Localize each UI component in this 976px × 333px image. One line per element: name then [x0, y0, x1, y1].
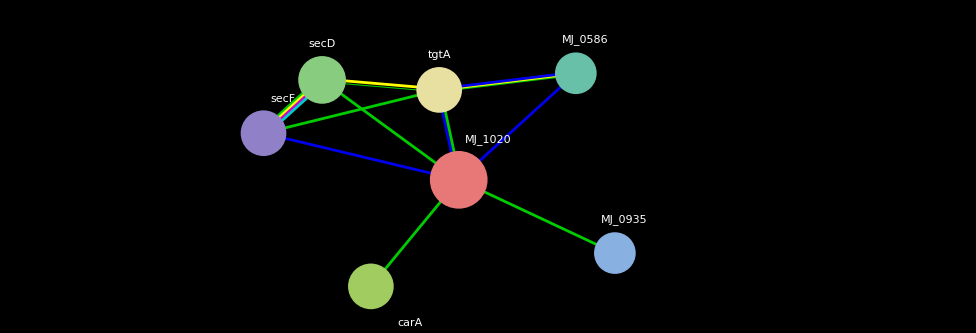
- Ellipse shape: [241, 111, 286, 155]
- Text: MJ_0935: MJ_0935: [601, 214, 648, 225]
- Ellipse shape: [595, 233, 634, 273]
- Ellipse shape: [348, 264, 393, 308]
- Ellipse shape: [299, 57, 346, 103]
- Text: tgtA: tgtA: [427, 50, 451, 60]
- Text: carA: carA: [397, 318, 423, 328]
- Ellipse shape: [430, 152, 487, 208]
- Text: secD: secD: [308, 39, 336, 49]
- Text: secF: secF: [270, 94, 296, 104]
- Text: MJ_1020: MJ_1020: [465, 134, 511, 145]
- Text: MJ_0586: MJ_0586: [562, 34, 609, 45]
- Ellipse shape: [556, 53, 595, 93]
- Ellipse shape: [417, 68, 462, 112]
